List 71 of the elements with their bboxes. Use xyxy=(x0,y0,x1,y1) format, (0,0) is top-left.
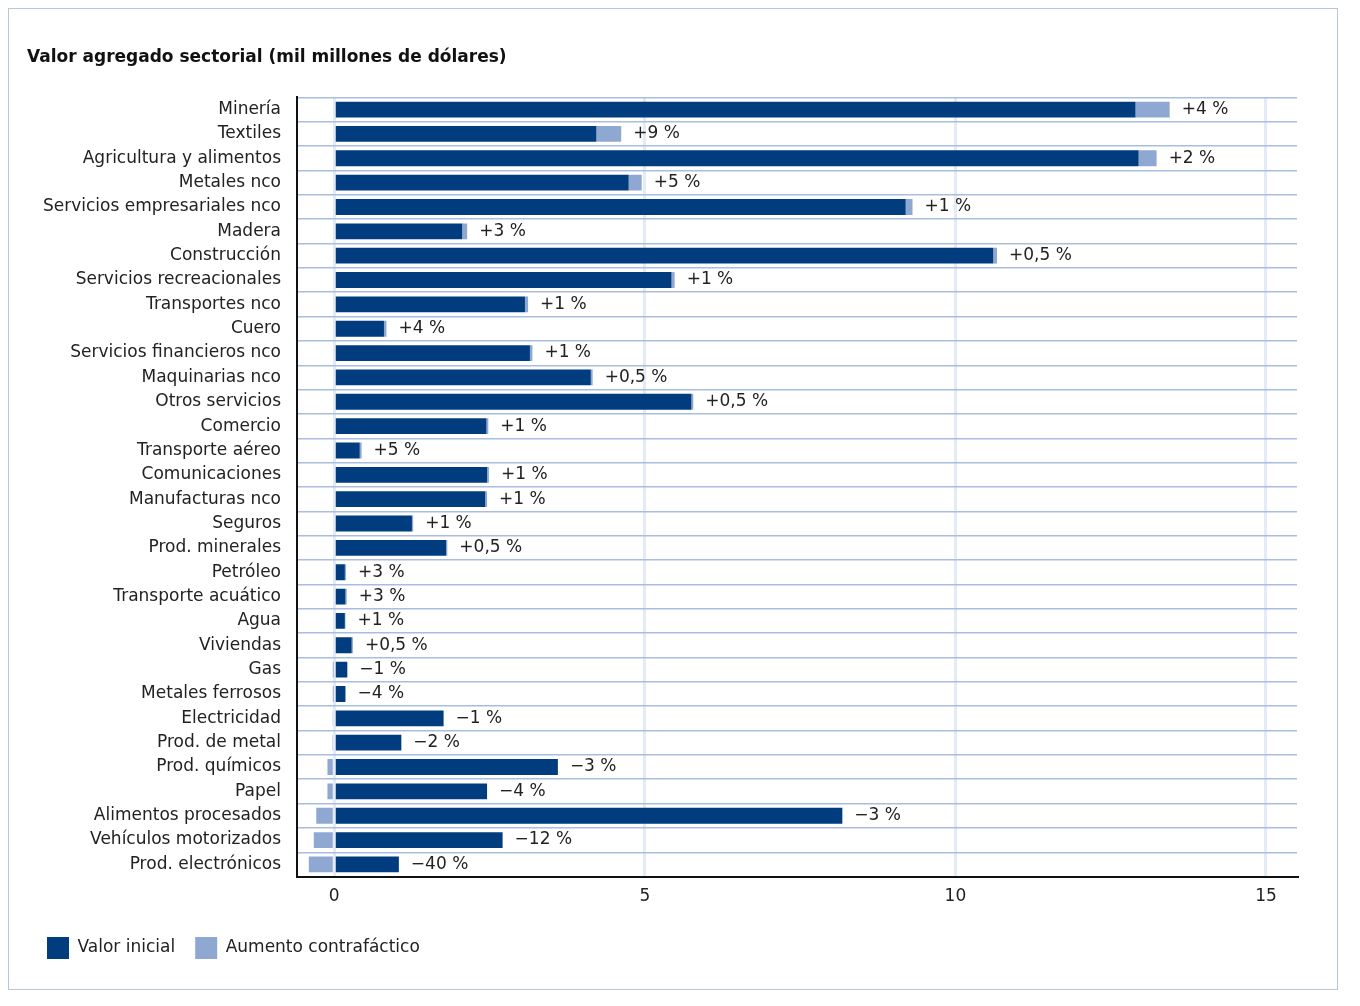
y-tick-label: Viviendas xyxy=(198,633,282,654)
chart-title: Valor agregado sectorial (mil millones de dólares) xyxy=(27,45,507,66)
annotation: +9 % xyxy=(633,122,680,143)
annotation: +3 % xyxy=(358,585,406,605)
annotation: −4 % xyxy=(357,682,405,703)
annotation: +0,5 % xyxy=(364,633,428,654)
annotation: +1 % xyxy=(500,463,548,484)
x-tick-label: 15 xyxy=(1255,885,1277,906)
annotation: −1 % xyxy=(455,706,503,727)
annotation: +0,5 % xyxy=(604,365,668,386)
y-tick-label: Prod. minerales xyxy=(148,536,282,557)
y-tick-label: Transporte acuático xyxy=(112,585,282,605)
y-tick-label: Metales ferrosos xyxy=(141,682,282,703)
y-tick-label: Metales nco xyxy=(178,171,282,192)
y-tick-label: Comunicaciones xyxy=(141,463,282,484)
annotation: −40 % xyxy=(410,852,469,873)
legend-label: Aumento contrafáctico xyxy=(225,936,420,957)
y-tick-label: Otros servicios xyxy=(155,390,282,411)
annotation: +0,5 % xyxy=(1009,244,1072,265)
x-tick-label: 5 xyxy=(639,885,651,906)
annotation: −4 % xyxy=(499,779,546,800)
y-tick-label: Manufacturas nco xyxy=(128,487,282,508)
y-tick-label: Textiles xyxy=(216,122,282,143)
annotation: +1 % xyxy=(540,292,587,313)
y-tick-label: Servicios recreacionales xyxy=(75,268,282,289)
y-tick-label: Servicios empresariales nco xyxy=(42,195,282,216)
y-tick-label: Agricultura y alimentos xyxy=(82,146,282,167)
annotation: +3 % xyxy=(358,560,405,581)
annotation: −3 % xyxy=(854,804,901,825)
y-tick-label: Cuero xyxy=(230,317,282,338)
annotation: +0,5 % xyxy=(459,536,523,557)
y-tick-label: Transporte aéreo xyxy=(136,438,282,459)
y-tick-label: Agua xyxy=(237,609,282,630)
annotation: +0,5 % xyxy=(705,390,769,411)
y-tick-label: Transportes nco xyxy=(144,292,282,313)
annotation: +1 % xyxy=(544,341,592,362)
x-tick-label: 0 xyxy=(328,885,340,906)
y-tick-label: Prod. químicos xyxy=(156,755,282,776)
y-tick-label: Comercio xyxy=(200,414,282,435)
y-tick-label: Maquinarias nco xyxy=(141,365,282,386)
y-tick-label: Minería xyxy=(218,98,282,118)
y-tick-label: Gas xyxy=(248,658,282,679)
y-tick-label: Petróleo xyxy=(211,560,282,581)
annotation: −12 % xyxy=(514,828,573,849)
annotation: +5 % xyxy=(653,171,701,192)
y-tick-label: Vehículos motorizados xyxy=(90,828,282,849)
x-tick-label: 10 xyxy=(944,885,967,906)
y-tick-label: Prod. de metal xyxy=(156,731,282,752)
y-tick-label: Seguros xyxy=(212,511,282,532)
annotation: +4 % xyxy=(1181,98,1229,118)
y-tick-label: Electricidad xyxy=(181,706,282,727)
y-tick-label: Construcción xyxy=(170,244,282,265)
annotation: +4 % xyxy=(398,317,446,338)
annotation: +1 % xyxy=(425,511,472,532)
annotation: +3 % xyxy=(479,219,526,240)
annotation: +2 % xyxy=(1168,146,1216,167)
y-tick-label: Servicios financieros nco xyxy=(70,341,282,362)
annotation: −3 % xyxy=(569,755,617,776)
legend-label: Valor inicial xyxy=(77,936,176,957)
annotation: −2 % xyxy=(413,731,460,752)
y-tick-label: Alimentos procesados xyxy=(93,804,282,825)
y-tick-label: Papel xyxy=(235,779,282,800)
annotation: +1 % xyxy=(924,195,972,216)
y-tick-label: Madera xyxy=(217,219,282,240)
annotation: +1 % xyxy=(686,268,734,289)
annotation: −1 % xyxy=(359,658,406,679)
y-tick-label: Prod. electrónicos xyxy=(129,852,282,873)
annotation: +1 % xyxy=(499,487,546,508)
annotation: +1 % xyxy=(357,609,405,630)
annotation: +5 % xyxy=(373,438,421,459)
annotation: +1 % xyxy=(500,414,547,435)
